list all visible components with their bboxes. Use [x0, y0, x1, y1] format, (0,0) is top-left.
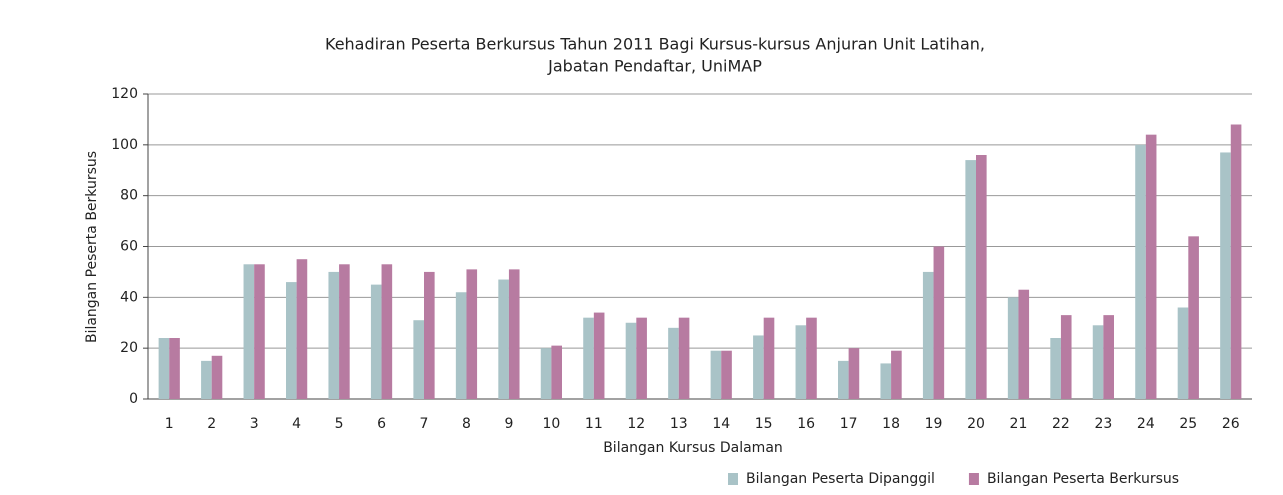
y-tick-label: 120: [111, 86, 138, 102]
bar: [880, 363, 892, 399]
bar: [1092, 325, 1104, 399]
bar: [201, 360, 212, 399]
bar: [678, 317, 690, 399]
x-tick-label: 13: [670, 416, 688, 432]
bar: [1145, 134, 1157, 399]
bar: [243, 264, 255, 399]
bar: [976, 155, 987, 399]
x-tick-label: 6: [377, 416, 386, 432]
y-tick-label: 100: [111, 137, 138, 153]
bar: [1177, 307, 1189, 399]
y-tick-label: 60: [120, 239, 138, 255]
bar: [1188, 236, 1199, 399]
x-tick-label: 11: [585, 416, 603, 432]
bar: [381, 264, 393, 399]
y-tick-label: 0: [129, 391, 138, 407]
bar: [763, 317, 775, 399]
bar: [1050, 338, 1061, 399]
bar: [455, 292, 467, 399]
x-tick-label: 25: [1179, 416, 1197, 432]
legend-swatch: [728, 473, 738, 485]
x-tick-label: 9: [504, 416, 513, 432]
bar: [1103, 315, 1114, 399]
bar: [296, 259, 308, 399]
x-tick-label: 4: [292, 416, 301, 432]
bar: [1060, 315, 1072, 399]
bar: [922, 271, 934, 399]
x-tick-label: 21: [1010, 416, 1028, 432]
y-axis-label: Bilangan Peserta Berkursus: [84, 151, 100, 343]
bar: [625, 322, 637, 399]
y-tick-label: 80: [120, 188, 138, 204]
legend-label: Bilangan Peserta Dipanggil: [746, 471, 935, 487]
x-tick-label: 15: [755, 416, 773, 432]
bar: [424, 271, 435, 399]
bar: [370, 284, 382, 399]
x-tick-label: 18: [882, 416, 900, 432]
x-tick-label: 16: [797, 416, 815, 432]
chart-title: Jabatan Pendaftar, UniMAP: [547, 57, 762, 76]
x-tick-label: 10: [542, 416, 560, 432]
x-tick-label: 24: [1137, 416, 1155, 432]
bar: [848, 348, 860, 399]
y-tick-label: 40: [120, 289, 138, 305]
bar: [1135, 144, 1146, 399]
x-tick-label: 12: [627, 416, 645, 432]
legend-swatch: [968, 473, 979, 485]
x-tick-label: 22: [1052, 416, 1070, 432]
bar: [1007, 297, 1019, 399]
bar: [254, 264, 265, 399]
x-tick-label: 1: [165, 416, 174, 432]
bar: [593, 312, 605, 399]
bar: [965, 160, 976, 399]
bar: [508, 269, 520, 399]
bar: [498, 279, 509, 399]
bar: [838, 360, 849, 399]
bar: [636, 317, 647, 399]
bar: [466, 269, 478, 399]
bar: [1220, 152, 1231, 399]
x-tick-label: 20: [967, 416, 985, 432]
y-tick-label: 20: [120, 340, 138, 356]
x-tick-label: 19: [925, 416, 943, 432]
bar: [551, 345, 562, 399]
bar: [169, 338, 180, 399]
bar: [753, 335, 764, 399]
legend-label: Bilangan Peserta Berkursus: [987, 471, 1179, 487]
bar: [1018, 289, 1030, 399]
bar: [540, 348, 552, 399]
bar: [795, 325, 807, 399]
x-tick-label: 7: [420, 416, 429, 432]
x-tick-label: 23: [1094, 416, 1112, 432]
bar: [328, 271, 340, 399]
bar: [710, 350, 722, 399]
bar: [211, 355, 223, 399]
bar: [933, 246, 945, 399]
x-tick-label: 14: [712, 416, 730, 432]
bar: [286, 282, 297, 399]
bar: [339, 264, 350, 399]
x-tick-label: 3: [250, 416, 259, 432]
x-tick-label: 5: [335, 416, 344, 432]
bar: [158, 338, 170, 399]
x-tick-label: 26: [1222, 416, 1240, 432]
x-tick-label: 2: [207, 416, 216, 432]
bar: [583, 317, 594, 399]
x-axis-label: Bilangan Kursus Dalaman: [603, 440, 783, 456]
chart-title: Kehadiran Peserta Berkursus Tahun 2011 B…: [325, 35, 985, 54]
bar: [806, 317, 817, 399]
bar: [891, 350, 902, 399]
bar: [1230, 124, 1242, 399]
x-tick-label: 8: [462, 416, 471, 432]
bar: [721, 350, 732, 399]
bar: [413, 320, 424, 399]
bar: [668, 327, 679, 399]
x-tick-label: 17: [840, 416, 858, 432]
